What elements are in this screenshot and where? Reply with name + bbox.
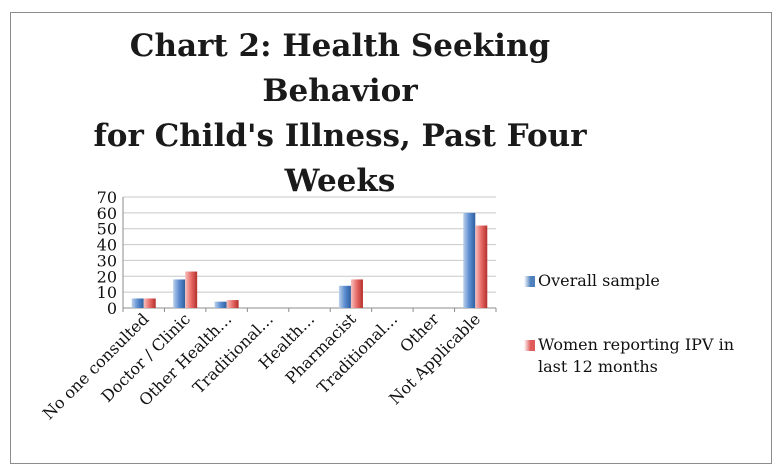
- chart-title: Chart 2: Health Seeking Behavior for Chi…: [60, 24, 620, 204]
- bar-overall-sample-5: [338, 285, 351, 308]
- y-tick-label-40: 40: [97, 236, 117, 255]
- y-tick-label-20: 20: [97, 267, 117, 286]
- bar-women-reporting-ipv-in-last-12-months-5: [350, 279, 363, 308]
- legend-label-women-reporting-ipv-line-2: last 12 months: [538, 357, 658, 376]
- bar-overall-sample-0: [131, 298, 144, 308]
- bar-overall-sample-1: [173, 279, 186, 308]
- legend-label-overall-sample: Overall sample: [538, 271, 660, 290]
- bar-women-reporting-ipv-in-last-12-months-0: [143, 298, 156, 308]
- y-tick-label-60: 60: [97, 204, 117, 223]
- legend-swatch-women-reporting-ipv: [524, 340, 535, 351]
- chart-frame: [10, 12, 772, 464]
- legend-swatch-overall-sample: [524, 276, 535, 287]
- y-tick-label-50: 50: [97, 220, 117, 239]
- y-tick-label-30: 30: [97, 251, 117, 270]
- chart-title-line-2: for Child's Illness, Past Four: [93, 118, 587, 154]
- y-tick-label-70: 70: [97, 188, 117, 207]
- chart-title-line-1: Chart 2: Health Seeking Behavior: [129, 28, 551, 109]
- chart-title-line-3: Weeks: [284, 163, 396, 199]
- bar-overall-sample-8: [463, 212, 476, 308]
- y-tick-label-10: 10: [97, 283, 117, 302]
- legend-label-women-reporting-ipv-line-1: Women reporting IPV in: [538, 335, 734, 354]
- y-tick-label-0: 0: [107, 299, 117, 318]
- bar-overall-sample-2: [214, 301, 227, 308]
- bar-women-reporting-ipv-in-last-12-months-2: [226, 300, 239, 308]
- bar-women-reporting-ipv-in-last-12-months-8: [475, 225, 488, 308]
- bar-women-reporting-ipv-in-last-12-months-1: [185, 271, 198, 308]
